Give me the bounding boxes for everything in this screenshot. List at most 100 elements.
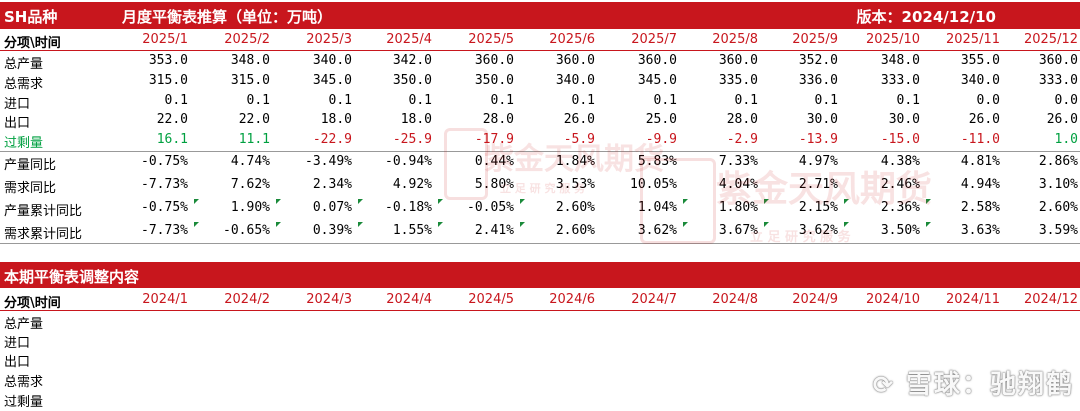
month-header: 2024/3 bbox=[306, 292, 352, 307]
value-cell: 11.1 bbox=[238, 132, 270, 147]
value-cell: 3.10% bbox=[1038, 177, 1078, 192]
month-header: 2024/5 bbox=[468, 292, 514, 307]
table-row-output-cum-yoy: 产量累计同比 -0.75% 1.90% 0.07% -0.18% -0.05% 2.60% 1… bbox=[0, 199, 1080, 219]
surplus-separator bbox=[0, 151, 1080, 152]
value-cell: 0.1 bbox=[814, 93, 838, 108]
value-cell: 3.63% bbox=[960, 223, 1000, 238]
table-bottom-line bbox=[0, 243, 1080, 244]
product-title: SH品种 bbox=[4, 8, 58, 26]
header-label: 分项\时间 bbox=[4, 36, 61, 51]
value-cell: 0.07% bbox=[312, 200, 352, 215]
value-cell: 0.0 bbox=[976, 93, 1000, 108]
value-cell: -15.0 bbox=[880, 132, 920, 147]
month-header: 2025/10 bbox=[865, 32, 920, 47]
value-cell: 0.44% bbox=[474, 154, 514, 169]
month-header: 2024/7 bbox=[631, 292, 677, 307]
month-header: 2024/9 bbox=[792, 292, 838, 307]
value-cell: 348.0 bbox=[880, 53, 920, 68]
value-cell: 5.80% bbox=[474, 177, 514, 192]
value-cell: 1.0 bbox=[1054, 132, 1078, 147]
value-cell: 315.0 bbox=[230, 73, 270, 88]
value-cell: 22.0 bbox=[156, 112, 188, 127]
value-cell: 2.71% bbox=[798, 177, 838, 192]
table-row-surplus: 过剩量 16.1 11.1 -22.9 -25.9 -17.9 -5.9 -9.9 -2.9 -1… bbox=[0, 131, 1080, 151]
value-cell: 7.62% bbox=[230, 177, 270, 192]
comment-flag bbox=[764, 199, 769, 204]
value-cell: 353.0 bbox=[148, 53, 188, 68]
top-title-band: SH品种 月度平衡表推算（单位：万吨） 版本：2024/12/10 bbox=[0, 2, 1080, 29]
value-cell: 3.59% bbox=[1038, 223, 1078, 238]
value-cell: 2.60% bbox=[1038, 200, 1078, 215]
value-cell: -17.9 bbox=[474, 132, 514, 147]
value-cell: 340.0 bbox=[312, 53, 352, 68]
value-cell: -0.75% bbox=[141, 154, 188, 169]
value-cell: 18.0 bbox=[320, 112, 352, 127]
value-cell: 0.1 bbox=[653, 93, 677, 108]
value-cell: 333.0 bbox=[1038, 73, 1078, 88]
value-cell: 28.0 bbox=[482, 112, 514, 127]
value-cell: 0.1 bbox=[328, 93, 352, 108]
value-cell: 1.04% bbox=[637, 200, 677, 215]
comment-flag bbox=[520, 222, 525, 227]
value-cell: 350.0 bbox=[392, 73, 432, 88]
month-header: 2025/9 bbox=[792, 32, 838, 47]
comment-flag bbox=[844, 222, 849, 227]
month-header: 2024/10 bbox=[865, 292, 920, 307]
value-cell: -0.75% bbox=[141, 200, 188, 215]
value-cell: 336.0 bbox=[798, 73, 838, 88]
value-cell: 3.62% bbox=[637, 223, 677, 238]
value-cell: 30.0 bbox=[806, 112, 838, 127]
month-header: 2024/11 bbox=[945, 292, 1000, 307]
value-cell: 2.86% bbox=[1038, 154, 1078, 169]
xueqiu-label: 雪球：驰翔鹤 bbox=[905, 370, 1074, 400]
month-header: 2024/8 bbox=[712, 292, 758, 307]
value-cell: 4.04% bbox=[718, 177, 758, 192]
value-cell: 355.0 bbox=[960, 53, 1000, 68]
value-cell: 315.0 bbox=[148, 73, 188, 88]
value-cell: -0.65% bbox=[223, 223, 270, 238]
row-label: 需求同比 bbox=[4, 181, 57, 196]
value-cell: 2.58% bbox=[960, 200, 1000, 215]
version-label: 版本：2024/12/10 bbox=[856, 8, 996, 26]
value-cell: 26.0 bbox=[1046, 112, 1078, 127]
month-header: 2025/11 bbox=[945, 32, 1000, 47]
value-cell: 0.1 bbox=[164, 93, 188, 108]
forecast-header-row: 分项\时间 2025/1 2025/2 2025/3 2025/4 2025/5 2025/… bbox=[0, 31, 1080, 51]
value-cell: -0.94% bbox=[385, 154, 432, 169]
value-cell: 16.1 bbox=[156, 132, 188, 147]
value-cell: 10.05% bbox=[630, 177, 677, 192]
comment-flag bbox=[194, 222, 199, 227]
value-cell: 2.34% bbox=[312, 177, 352, 192]
value-cell: 26.0 bbox=[563, 112, 595, 127]
month-header: 2025/7 bbox=[631, 32, 677, 47]
value-cell: 7.33% bbox=[718, 154, 758, 169]
row-label: 进口 bbox=[4, 97, 31, 112]
value-cell: 18.0 bbox=[400, 112, 432, 127]
value-cell: 352.0 bbox=[798, 53, 838, 68]
value-cell: 5.83% bbox=[637, 154, 677, 169]
value-cell: 0.1 bbox=[408, 93, 432, 108]
row-label: 产量同比 bbox=[4, 158, 57, 173]
value-cell: 360.0 bbox=[718, 53, 758, 68]
value-cell: 28.0 bbox=[726, 112, 758, 127]
comment-flag bbox=[358, 199, 363, 204]
value-cell: 2.15% bbox=[798, 200, 838, 215]
value-cell: 0.1 bbox=[490, 93, 514, 108]
value-cell: 335.0 bbox=[718, 73, 758, 88]
value-cell: -11.0 bbox=[960, 132, 1000, 147]
comment-flag bbox=[683, 199, 688, 204]
value-cell: 1.80% bbox=[718, 200, 758, 215]
comment-flag bbox=[438, 199, 443, 204]
value-cell: 360.0 bbox=[1038, 53, 1078, 68]
table-row-import: 进口 0.1 0.1 0.1 0.1 0.1 0.1 0.1 0.1 0.1 0.1 0.0 0.0 bbox=[0, 92, 1080, 112]
adjust-title-band: 本期平衡表调整内容 bbox=[0, 262, 1080, 288]
value-cell: 26.0 bbox=[968, 112, 1000, 127]
value-cell: 360.0 bbox=[637, 53, 677, 68]
value-cell: 0.39% bbox=[312, 223, 352, 238]
value-cell: -7.73% bbox=[141, 177, 188, 192]
value-cell: 30.0 bbox=[888, 112, 920, 127]
xueqiu-icon: ⟳ bbox=[872, 371, 895, 399]
value-cell: 22.0 bbox=[238, 112, 270, 127]
value-cell: 0.1 bbox=[246, 93, 270, 108]
value-cell: 1.84% bbox=[555, 154, 595, 169]
